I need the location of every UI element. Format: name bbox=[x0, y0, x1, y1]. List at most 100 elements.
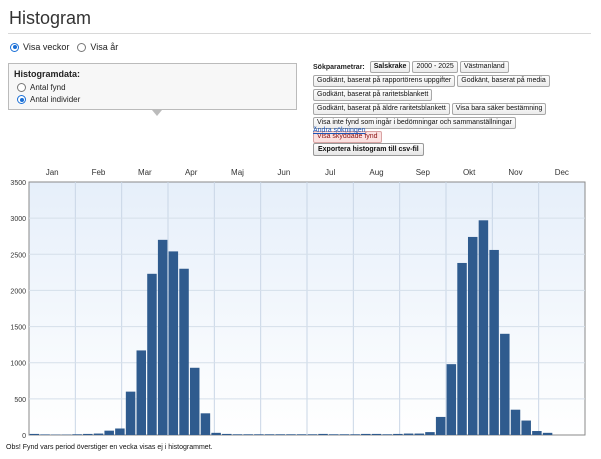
y-tick-label: 3000 bbox=[10, 216, 26, 223]
period-radio-group: Visa veckor Visa år bbox=[10, 42, 122, 52]
param-chip[interactable]: Visa inte fynd som ingår i bedömningar o… bbox=[313, 117, 516, 129]
y-tick-label: 1500 bbox=[10, 325, 26, 332]
histogram-bar bbox=[446, 364, 457, 435]
histogram-bar bbox=[414, 433, 425, 435]
option-count-individuals[interactable]: Antal individer bbox=[17, 95, 80, 104]
month-label: Feb bbox=[92, 168, 106, 177]
histogram-bar bbox=[467, 236, 478, 435]
histogram-bar bbox=[264, 434, 275, 435]
month-label: Jul bbox=[325, 168, 335, 177]
histogram-bar bbox=[168, 251, 179, 435]
radio-show-weeks[interactable] bbox=[10, 42, 19, 52]
radio-show-weeks-label[interactable]: Visa veckor bbox=[23, 42, 70, 52]
histogram-bar bbox=[478, 220, 489, 435]
radio-count-individuals[interactable] bbox=[17, 95, 26, 104]
histogram-bar bbox=[254, 434, 264, 435]
month-label: Okt bbox=[463, 168, 476, 177]
param-chip[interactable]: Godkänt, baserat på äldre raritetsblanke… bbox=[313, 103, 450, 115]
params-row: Sökparametrar: Salskrake 2000 - 2025 Väs… bbox=[313, 61, 595, 73]
param-chip[interactable]: Salskrake bbox=[369, 61, 411, 73]
histogram-chart: Jan Feb Mar Apr Maj Jun Jul Aug Sep Okt Nov Dec 0 500… bbox=[0, 160, 601, 445]
month-label: Jun bbox=[277, 168, 290, 177]
param-chip[interactable]: 2000 - 2025 bbox=[412, 61, 458, 73]
histogram-bar bbox=[361, 433, 371, 435]
histogram-bar bbox=[318, 433, 328, 435]
histogram-bar bbox=[339, 434, 350, 435]
month-label: Maj bbox=[231, 168, 244, 177]
params-row: Godkänt, baserat på rapportörens uppgift… bbox=[313, 75, 595, 87]
month-label: Nov bbox=[508, 168, 522, 177]
option-count-findings[interactable]: Antal fynd bbox=[17, 83, 66, 92]
histogram-bar bbox=[243, 434, 253, 435]
histogram-bar bbox=[83, 433, 93, 435]
histogram-bar bbox=[510, 409, 521, 435]
param-chip[interactable]: Godkänt, baserat på media bbox=[457, 75, 550, 87]
histogram-bar bbox=[72, 434, 82, 435]
month-label: Aug bbox=[369, 168, 383, 177]
y-tick-label: 1000 bbox=[10, 361, 26, 368]
histogram-bar bbox=[93, 433, 104, 435]
histogram-bar bbox=[328, 434, 339, 435]
param-chip[interactable]: Visa bara säker bestämning bbox=[451, 103, 547, 115]
month-label: Apr bbox=[185, 168, 198, 177]
export-csv-button[interactable]: Exportera histogram till csv-fil bbox=[313, 143, 424, 156]
histogram-bar bbox=[136, 350, 147, 435]
histogram-svg: Jan Feb Mar Apr Maj Jun Jul Aug Sep Okt Nov Dec 0 500… bbox=[10, 168, 586, 440]
param-chip-protected[interactable]: Visa skyddade fynd bbox=[313, 131, 382, 143]
histogram-bar bbox=[489, 249, 499, 435]
histogram-bar bbox=[542, 432, 553, 435]
param-chip[interactable]: Godkänt, baserat på raritetsblankett bbox=[313, 89, 433, 101]
search-params-label: Sökparametrar: bbox=[313, 63, 365, 71]
y-tick-label: 500 bbox=[14, 397, 26, 404]
histogram-bar bbox=[296, 434, 307, 435]
histogram-bar bbox=[200, 413, 211, 435]
histogram-bar bbox=[532, 431, 542, 435]
month-label: Sep bbox=[416, 168, 431, 177]
params-row: Visa inte fynd som ingår i bedömningar o… bbox=[313, 117, 595, 129]
params-row: Godkänt, baserat på raritetsblankett bbox=[313, 89, 595, 101]
histogram-bar bbox=[179, 268, 189, 435]
y-tick-label: 0 bbox=[22, 433, 26, 440]
histogram-bar bbox=[457, 262, 467, 435]
param-chip[interactable]: Västmanland bbox=[459, 61, 509, 73]
histogram-bar bbox=[393, 433, 403, 435]
histogram-bar bbox=[350, 434, 360, 435]
histogram-bar bbox=[222, 433, 232, 435]
histogram-bar bbox=[382, 434, 392, 435]
month-label: Jan bbox=[46, 168, 59, 177]
page-title: Histogram bbox=[9, 8, 92, 28]
params-row: Visa skyddade fynd bbox=[313, 131, 595, 143]
params-row: Godkänt, baserat på äldre raritetsblanke… bbox=[313, 103, 595, 115]
panel-pointer-icon bbox=[152, 110, 162, 116]
y-tick-label: 2000 bbox=[10, 288, 26, 295]
histogram-bar bbox=[425, 432, 435, 435]
histogram-bar bbox=[125, 391, 136, 435]
option-count-findings-label[interactable]: Antal fynd bbox=[30, 83, 66, 92]
change-search-link[interactable]: Ändra sökningen bbox=[313, 127, 366, 134]
histogram-bar bbox=[147, 273, 157, 435]
histogram-bar bbox=[435, 416, 446, 435]
histogram-bar bbox=[500, 333, 510, 435]
month-label: Mar bbox=[138, 168, 152, 177]
histogram-bar bbox=[115, 428, 125, 435]
radio-show-years[interactable] bbox=[77, 42, 87, 52]
histogram-bar bbox=[40, 434, 50, 435]
param-chip[interactable]: Godkänt, baserat på rapportörens uppgift… bbox=[313, 75, 456, 87]
histogram-bar bbox=[521, 420, 531, 435]
y-tick-label: 2500 bbox=[10, 252, 26, 259]
histogram-data-panel: Histogramdata: Antal fynd Antal individe… bbox=[8, 63, 297, 110]
histogram-bar bbox=[286, 434, 296, 435]
y-tick-label: 3500 bbox=[10, 180, 26, 187]
histogram-bar bbox=[211, 432, 221, 435]
month-label: Dec bbox=[555, 168, 569, 177]
radio-count-findings[interactable] bbox=[17, 83, 26, 92]
histogram-bar bbox=[189, 367, 200, 435]
option-count-individuals-label[interactable]: Antal individer bbox=[30, 95, 81, 104]
radio-show-years-label[interactable]: Visa år bbox=[90, 42, 119, 52]
histogram-bar bbox=[307, 434, 318, 435]
histogram-data-title: Histogramdata: bbox=[14, 69, 81, 79]
histogram-bar bbox=[403, 433, 414, 435]
title-divider bbox=[8, 33, 591, 34]
footnote: Obs! Fynd vars period överstiger en veck… bbox=[6, 444, 213, 451]
search-parameters: Sökparametrar: Salskrake 2000 - 2025 Väs… bbox=[313, 61, 595, 145]
